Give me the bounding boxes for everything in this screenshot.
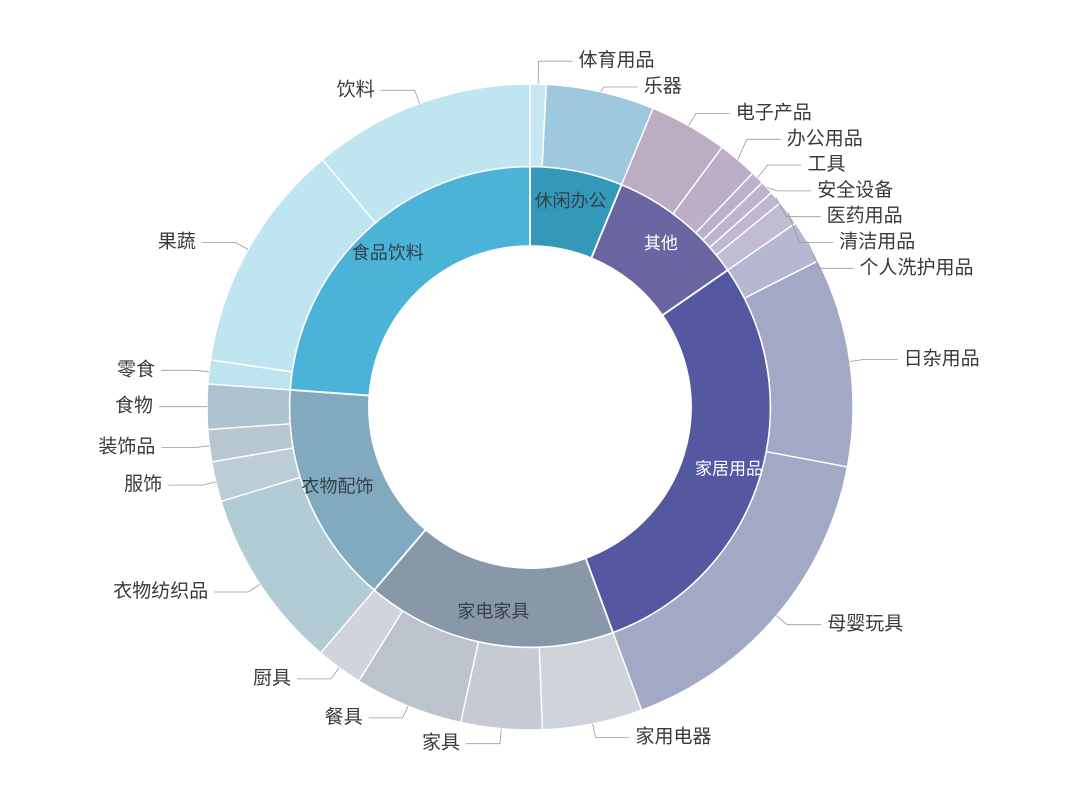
svg-text:休闲办公: 休闲办公 bbox=[535, 191, 607, 211]
svg-text:体育用品: 体育用品 bbox=[579, 49, 655, 71]
svg-text:餐具: 餐具 bbox=[325, 706, 363, 728]
svg-text:服饰: 服饰 bbox=[124, 473, 162, 495]
svg-text:家居用品: 家居用品 bbox=[695, 459, 763, 478]
svg-text:饮料: 饮料 bbox=[337, 78, 375, 100]
svg-text:安全设备: 安全设备 bbox=[817, 179, 893, 201]
svg-text:医药用品: 医药用品 bbox=[827, 205, 903, 227]
svg-text:家电家具: 家电家具 bbox=[457, 601, 529, 621]
svg-text:食物: 食物 bbox=[115, 395, 153, 417]
svg-text:食品饮料: 食品饮料 bbox=[352, 243, 424, 263]
svg-text:零食: 零食 bbox=[117, 358, 155, 380]
svg-text:厨具: 厨具 bbox=[253, 668, 291, 689]
svg-text:衣物配饰: 衣物配饰 bbox=[302, 476, 374, 496]
svg-text:家用电器: 家用电器 bbox=[636, 726, 712, 748]
svg-text:乐器: 乐器 bbox=[644, 75, 682, 97]
svg-text:电子产品: 电子产品 bbox=[736, 102, 812, 124]
svg-text:果蔬: 果蔬 bbox=[158, 231, 196, 253]
svg-text:办公用品: 办公用品 bbox=[787, 127, 863, 149]
svg-text:清洁用品: 清洁用品 bbox=[839, 231, 915, 253]
svg-text:个人洗护用品: 个人洗护用品 bbox=[860, 256, 974, 278]
svg-text:其他: 其他 bbox=[644, 234, 678, 253]
svg-text:母婴玩具: 母婴玩具 bbox=[827, 613, 903, 635]
svg-text:装饰品: 装饰品 bbox=[98, 436, 155, 458]
svg-text:衣物纺织品: 衣物纺织品 bbox=[113, 580, 208, 602]
svg-text:日杂用品: 日杂用品 bbox=[904, 348, 980, 370]
svg-text:工具: 工具 bbox=[808, 154, 846, 175]
svg-text:家具: 家具 bbox=[422, 732, 460, 754]
